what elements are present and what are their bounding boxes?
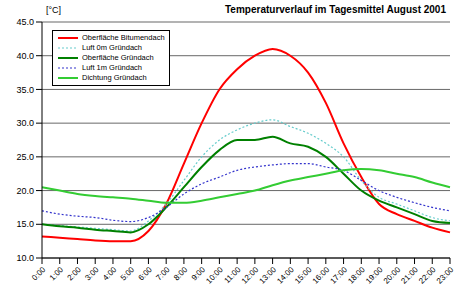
html-text:[°C]: [°C] (46, 5, 62, 15)
svg-text:6:00: 6:00 (136, 265, 154, 283)
svg-text:30.0: 30.0 (16, 118, 34, 128)
svg-text:19:00: 19:00 (364, 265, 385, 286)
svg-text:13:00: 13:00 (258, 265, 279, 286)
html-text:Luft 1m Gründach: Luft 1m Gründach (82, 63, 142, 72)
svg-text:15.0: 15.0 (16, 219, 34, 229)
html-text:Oberfläche Bitumendach: Oberfläche Bitumendach (82, 33, 165, 42)
html-text:Temperaturverlauf im Tagesmitt: Temperaturverlauf im Tagesmittel August … (225, 4, 446, 15)
svg-text:20:00: 20:00 (382, 265, 403, 286)
svg-text:10.0: 10.0 (16, 253, 34, 263)
svg-text:1:00: 1:00 (48, 265, 66, 283)
svg-text:5:00: 5:00 (119, 265, 137, 283)
svg-text:22:00: 22:00 (417, 265, 438, 286)
svg-text:12:00: 12:00 (240, 265, 261, 286)
svg-text:20.0: 20.0 (16, 186, 34, 196)
html-text:Dichtung Gründach: Dichtung Gründach (82, 73, 147, 82)
svg-text:2:00: 2:00 (66, 265, 84, 283)
svg-text:10:00: 10:00 (204, 265, 225, 286)
svg-text:7:00: 7:00 (154, 265, 172, 283)
svg-text:3:00: 3:00 (83, 265, 101, 283)
svg-text:35.0: 35.0 (16, 85, 34, 95)
svg-text:25.0: 25.0 (16, 152, 34, 162)
svg-text:0:00: 0:00 (30, 265, 48, 283)
svg-text:14:00: 14:00 (275, 265, 296, 286)
svg-text:18:00: 18:00 (346, 265, 367, 286)
html-text:Luft 0m Gründach: Luft 0m Gründach (82, 43, 142, 52)
svg-text:40.0: 40.0 (16, 51, 34, 61)
svg-text:17:00: 17:00 (328, 265, 349, 286)
svg-text:8:00: 8:00 (172, 265, 190, 283)
svg-text:4:00: 4:00 (101, 265, 119, 283)
svg-text:11:00: 11:00 (222, 265, 242, 285)
svg-text:15:00: 15:00 (293, 265, 314, 286)
svg-text:23:00: 23:00 (435, 265, 452, 286)
svg-text:21:00: 21:00 (399, 265, 420, 286)
svg-text:9:00: 9:00 (189, 265, 208, 283)
svg-text:45.0: 45.0 (16, 17, 34, 27)
svg-text:16:00: 16:00 (311, 265, 332, 286)
html-text:Oberfläche Gründach: Oberfläche Gründach (82, 53, 154, 62)
